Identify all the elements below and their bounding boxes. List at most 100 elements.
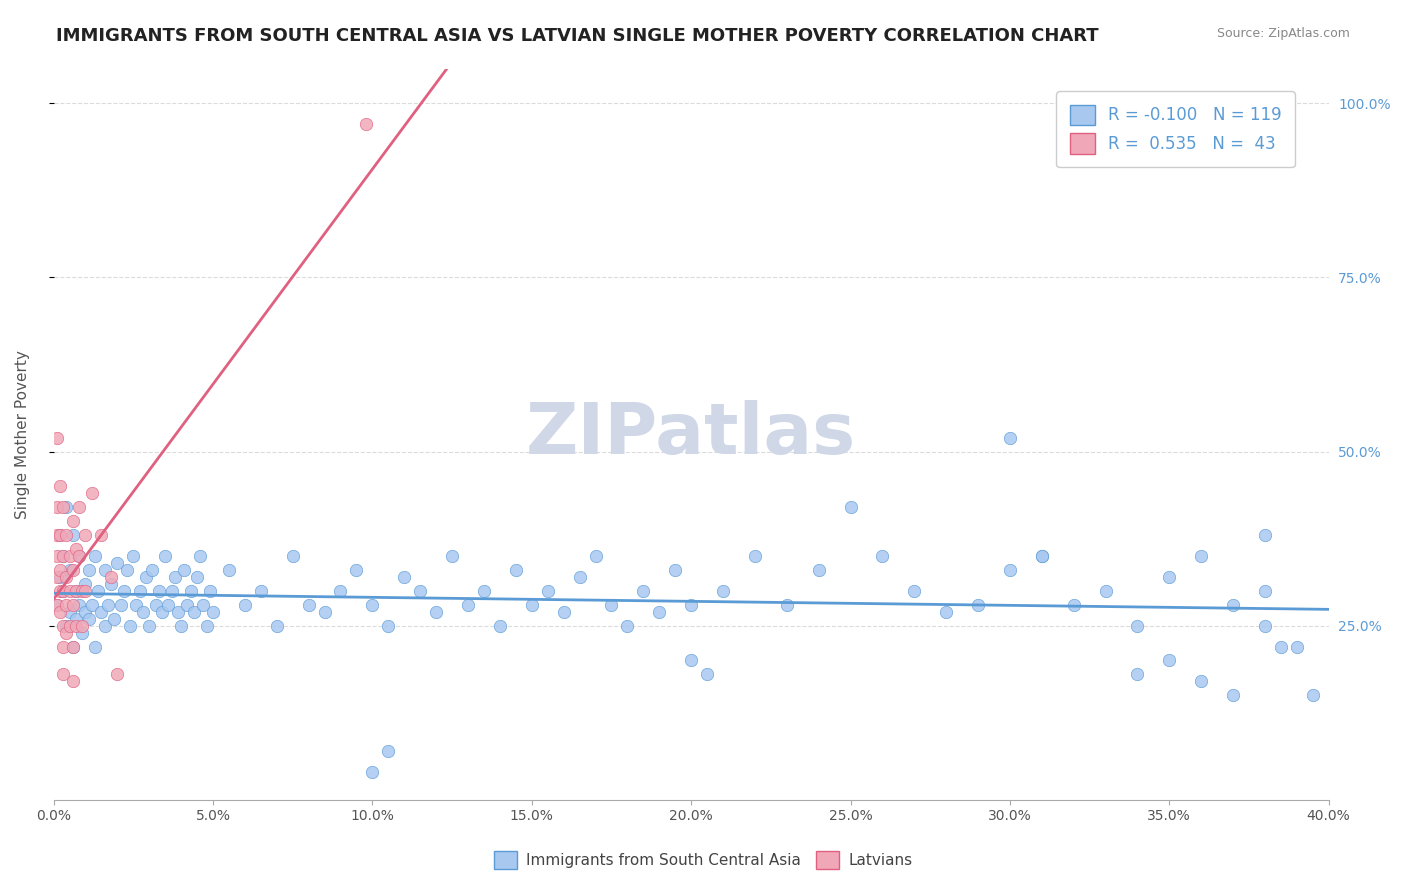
Point	[65, 583, 87, 598]
Point	[52, 549, 75, 563]
Point	[201, 605, 224, 619]
Point	[62, 674, 84, 689]
Point	[600, 598, 623, 612]
Point	[93, 563, 115, 577]
Point	[163, 570, 186, 584]
Point	[67, 549, 90, 563]
Point	[329, 583, 352, 598]
Point	[100, 570, 122, 584]
Point	[1189, 549, 1212, 563]
Point	[233, 598, 256, 612]
Point	[807, 563, 830, 577]
Point	[153, 549, 176, 563]
Point	[75, 528, 97, 542]
Point	[998, 431, 1021, 445]
Point	[195, 618, 218, 632]
Point	[45, 528, 67, 542]
Point	[160, 583, 183, 598]
Point	[616, 618, 638, 632]
Point	[122, 549, 145, 563]
Point	[148, 583, 170, 598]
Point	[62, 640, 84, 654]
Point	[93, 618, 115, 632]
Point	[49, 479, 72, 493]
Point	[49, 528, 72, 542]
Point	[58, 563, 80, 577]
Point	[537, 583, 560, 598]
Point	[138, 618, 160, 632]
Point	[633, 583, 655, 598]
Point	[1094, 583, 1116, 598]
Point	[872, 549, 894, 563]
Point	[648, 605, 671, 619]
Point	[157, 598, 180, 612]
Point	[125, 598, 148, 612]
Point	[1222, 688, 1244, 702]
Point	[186, 570, 208, 584]
Point	[188, 549, 211, 563]
Point	[62, 528, 84, 542]
Point	[681, 653, 703, 667]
Point	[585, 549, 607, 563]
Point	[935, 605, 957, 619]
Point	[62, 640, 84, 654]
Point	[52, 583, 75, 598]
Point	[45, 570, 67, 584]
Point	[52, 618, 75, 632]
Point	[128, 583, 150, 598]
Point	[97, 598, 120, 612]
Point	[45, 598, 67, 612]
Point	[52, 549, 75, 563]
Point	[409, 583, 432, 598]
Point	[696, 667, 718, 681]
Point	[120, 618, 142, 632]
Point	[84, 549, 107, 563]
Point	[90, 528, 112, 542]
Point	[112, 583, 135, 598]
Point	[198, 583, 221, 598]
Point	[361, 598, 384, 612]
Point	[77, 612, 100, 626]
Point	[87, 583, 110, 598]
Point	[75, 577, 97, 591]
Point	[1189, 674, 1212, 689]
Legend: R = -0.100   N = 119, R =  0.535   N =  43: R = -0.100 N = 119, R = 0.535 N = 43	[1056, 92, 1295, 167]
Point	[361, 764, 384, 779]
Point	[1126, 667, 1149, 681]
Point	[75, 583, 97, 598]
Point	[90, 605, 112, 619]
Point	[967, 598, 990, 612]
Point	[132, 605, 155, 619]
Point	[52, 667, 75, 681]
Point	[62, 514, 84, 528]
Point	[1159, 653, 1181, 667]
Point	[1126, 618, 1149, 632]
Point	[377, 744, 399, 758]
Point	[394, 570, 416, 584]
Legend: Immigrants from South Central Asia, Latvians: Immigrants from South Central Asia, Latv…	[488, 845, 918, 875]
Point	[52, 500, 75, 515]
Point	[65, 583, 87, 598]
Point	[49, 583, 72, 598]
Point	[489, 618, 512, 632]
Point	[553, 605, 575, 619]
Point	[105, 556, 128, 570]
Point	[80, 486, 103, 500]
Point	[346, 563, 368, 577]
Point	[1254, 528, 1277, 542]
Point	[55, 625, 77, 640]
Point	[72, 583, 94, 598]
Point	[249, 583, 271, 598]
Point	[568, 570, 591, 584]
Point	[1285, 640, 1308, 654]
Point	[1254, 618, 1277, 632]
Point	[65, 542, 87, 557]
Point	[52, 640, 75, 654]
Point	[298, 598, 321, 612]
Point	[744, 549, 766, 563]
Point	[176, 598, 198, 612]
Point	[183, 605, 205, 619]
Point	[441, 549, 464, 563]
Point	[520, 598, 543, 612]
Point	[425, 605, 447, 619]
